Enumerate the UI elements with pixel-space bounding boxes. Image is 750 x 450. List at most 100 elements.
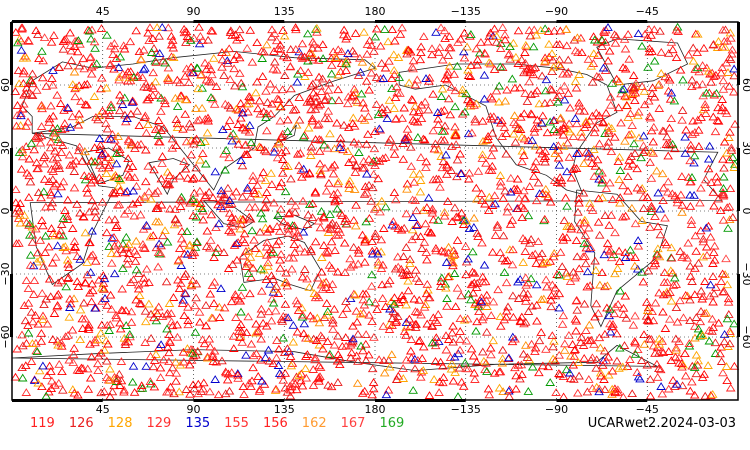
station-marker (532, 115, 543, 124)
station-marker (617, 212, 628, 221)
station-marker (328, 47, 339, 56)
station-marker (345, 353, 356, 362)
station-marker (317, 333, 328, 342)
station-marker (41, 81, 52, 90)
station-marker (477, 347, 488, 356)
station-marker (363, 111, 374, 120)
station-marker (431, 243, 441, 252)
station-marker (16, 164, 27, 173)
station-marker (403, 276, 413, 285)
station-marker (147, 91, 158, 99)
station-marker (287, 264, 297, 273)
station-marker (398, 364, 408, 372)
station-marker (315, 81, 325, 90)
station-marker (370, 32, 381, 41)
station-marker (191, 293, 201, 302)
station-marker (75, 305, 86, 314)
station-marker (705, 232, 716, 241)
station-marker (20, 316, 31, 325)
station-marker (614, 246, 624, 255)
station-marker (102, 30, 112, 39)
station-marker (661, 140, 672, 148)
station-marker (466, 30, 476, 38)
station-marker (32, 248, 43, 257)
station-marker (235, 214, 246, 223)
station-marker (470, 375, 480, 383)
station-marker (571, 83, 582, 92)
station-marker (146, 333, 156, 342)
station-marker (24, 230, 35, 239)
station-marker (15, 210, 25, 219)
station-marker (718, 190, 729, 199)
station-marker (237, 282, 248, 291)
station-marker (134, 121, 145, 130)
station-marker (555, 113, 566, 122)
station-marker (359, 27, 369, 36)
station-marker (594, 72, 604, 81)
station-marker (65, 122, 76, 131)
station-marker (89, 143, 100, 152)
coastlines (11, 38, 723, 372)
station-marker (69, 388, 80, 397)
station-marker (724, 133, 734, 141)
station-marker (156, 93, 166, 102)
lon-label-top: 90 (187, 5, 201, 18)
station-marker (624, 155, 635, 164)
frame-band (737, 148, 740, 211)
station-marker (455, 149, 466, 158)
station-marker (418, 366, 429, 374)
map-gridlines (12, 22, 738, 400)
station-marker (537, 249, 547, 258)
station-marker (257, 54, 268, 62)
station-marker (244, 202, 255, 211)
station-marker (398, 139, 408, 148)
station-marker (225, 75, 236, 83)
station-marker (689, 151, 700, 160)
station-marker (646, 30, 656, 39)
station-marker (701, 242, 712, 251)
station-marker (67, 80, 78, 88)
station-marker (314, 361, 324, 370)
station-marker (716, 357, 727, 365)
station-marker (418, 134, 429, 143)
station-marker (318, 54, 328, 62)
station-marker (389, 188, 400, 197)
station-marker (145, 377, 156, 385)
station-marker (72, 199, 82, 208)
station-marker (627, 389, 638, 398)
station-marker (137, 73, 148, 82)
station-marker (718, 287, 728, 296)
station-marker (367, 364, 378, 373)
station-marker (72, 252, 83, 260)
station-marker (354, 148, 364, 156)
station-marker (26, 138, 37, 147)
station-marker (378, 260, 388, 269)
station-marker (205, 342, 216, 351)
station-marker (677, 252, 687, 261)
station-marker (391, 375, 402, 383)
station-marker (274, 369, 285, 377)
station-marker (318, 212, 329, 221)
station-marker (574, 371, 584, 380)
station-marker (139, 278, 150, 287)
station-marker (326, 69, 337, 78)
station-marker (189, 384, 200, 393)
station-marker (511, 52, 521, 61)
station-marker (187, 348, 198, 357)
station-marker (309, 39, 319, 48)
station-marker (219, 71, 229, 79)
station-marker (408, 64, 419, 73)
station-marker (351, 306, 362, 315)
station-marker (402, 124, 413, 133)
station-marker (197, 36, 208, 44)
station-marker (557, 262, 568, 271)
station-marker (254, 96, 265, 105)
station-marker (49, 181, 59, 190)
station-marker (136, 139, 146, 148)
station-marker (294, 371, 305, 379)
station-marker (261, 113, 271, 122)
station-marker (685, 316, 695, 325)
station-marker (326, 60, 337, 69)
station-marker (209, 299, 219, 307)
station-marker (140, 177, 151, 186)
